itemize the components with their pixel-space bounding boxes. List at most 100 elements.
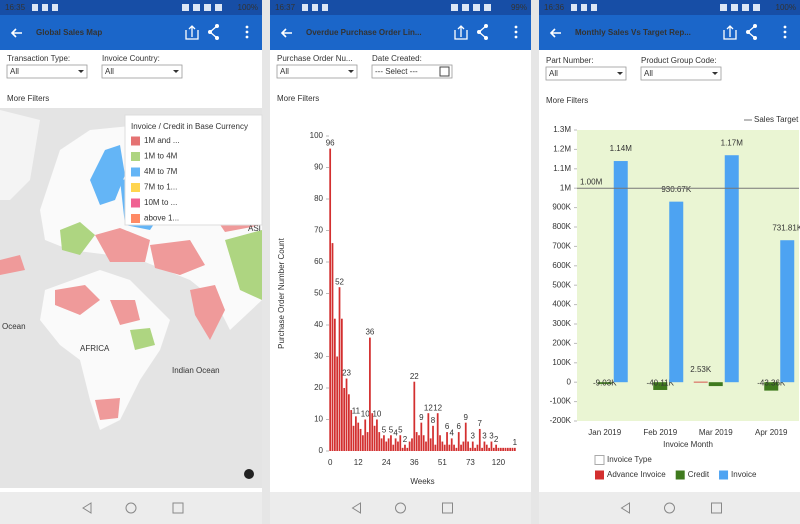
more-filters[interactable]: More Filters — [546, 96, 588, 105]
data-label: 4 — [449, 429, 454, 438]
nav-back[interactable] — [620, 502, 630, 514]
nav-recent[interactable] — [711, 502, 722, 514]
bar — [502, 447, 505, 451]
y-tick-label: 40 — [314, 320, 323, 329]
x-tick-label: 51 — [438, 458, 447, 467]
data-label: 1 — [513, 438, 518, 447]
bar — [340, 318, 343, 451]
export-icon[interactable] — [454, 25, 468, 40]
bar — [392, 444, 395, 451]
legend-checkbox[interactable] — [594, 455, 605, 465]
filter-box[interactable] — [6, 64, 88, 79]
legend-title: Invoice Type — [607, 455, 652, 464]
bar — [390, 435, 392, 451]
share-dot — [215, 24, 219, 28]
bar — [453, 444, 455, 451]
nav-home[interactable] — [125, 502, 137, 514]
nav-bar — [0, 492, 262, 524]
bar — [331, 243, 334, 451]
nav-bar — [539, 492, 800, 524]
status-icon — [753, 4, 760, 11]
y-tick-label: 30 — [314, 352, 323, 361]
bar — [443, 444, 446, 451]
menu-dot[interactable] — [245, 35, 249, 39]
y-tick-label: 600K — [552, 261, 571, 270]
bar — [460, 444, 462, 451]
data-label: 3 — [489, 432, 494, 441]
menu-dot[interactable] — [783, 30, 787, 34]
data-label: 8 — [431, 416, 436, 425]
more-filters[interactable]: More Filters — [7, 94, 49, 103]
legend-swatch[interactable] — [675, 470, 685, 480]
bar — [441, 441, 444, 451]
legend-swatch[interactable] — [595, 470, 604, 480]
data-label: 36 — [365, 328, 374, 337]
back-button[interactable] — [280, 28, 292, 38]
y-tick-label: 300K — [552, 319, 571, 328]
filter-box[interactable] — [276, 64, 358, 79]
bar — [469, 447, 472, 451]
status-icon — [302, 4, 308, 11]
map-legend — [124, 114, 263, 226]
bar — [708, 382, 723, 387]
nav-back[interactable] — [351, 502, 361, 514]
status-icon — [312, 4, 318, 11]
back-button[interactable] — [10, 28, 22, 38]
bar — [338, 287, 341, 451]
filter-value: All — [105, 67, 114, 76]
bar — [513, 447, 516, 451]
status-battery: 100% — [238, 3, 258, 12]
filter-box[interactable] — [545, 66, 627, 81]
nav-back[interactable] — [82, 502, 92, 514]
bar — [427, 413, 430, 451]
legend-swatch[interactable] — [719, 470, 729, 480]
menu-dot[interactable] — [514, 25, 518, 29]
bar — [429, 438, 432, 451]
bar — [471, 441, 474, 451]
data-label: 1.14M — [610, 144, 633, 153]
bar — [455, 447, 458, 451]
share-dot — [477, 30, 481, 34]
greenland — [0, 110, 40, 200]
export-icon[interactable] — [185, 25, 199, 40]
export-icon[interactable] — [723, 25, 737, 40]
nav-recent[interactable] — [172, 502, 184, 514]
filter-value: All — [644, 69, 653, 78]
bar — [467, 441, 469, 451]
legend-label: 4M to 7M — [144, 167, 178, 176]
bar — [780, 240, 795, 383]
filter-box[interactable] — [371, 64, 453, 79]
nav-home[interactable] — [395, 502, 406, 514]
nav-recent[interactable] — [442, 502, 453, 514]
more-filters[interactable]: More Filters — [277, 94, 319, 103]
menu-dot[interactable] — [514, 30, 518, 34]
filter-box[interactable] — [101, 64, 183, 79]
menu-dot[interactable] — [514, 35, 518, 39]
map-legend-title: Invoice / Credit in Base Currency — [131, 122, 248, 131]
nav-home[interactable] — [664, 502, 675, 514]
data-label: 12 — [424, 403, 433, 412]
data-label: 12 — [433, 403, 442, 412]
menu-dot[interactable] — [783, 25, 787, 29]
bar — [408, 441, 411, 451]
y-tick-label: 90 — [314, 163, 323, 172]
map-label: AFRICA — [80, 344, 110, 353]
data-label: 22 — [410, 372, 419, 381]
status-bar — [270, 0, 531, 15]
back-button[interactable] — [549, 28, 561, 38]
menu-dot[interactable] — [245, 30, 249, 34]
y-tick-label: 10 — [314, 415, 323, 424]
info-icon[interactable] — [244, 469, 254, 479]
status-icon — [204, 4, 211, 11]
status-icon — [581, 4, 587, 11]
data-label: 5 — [389, 425, 394, 434]
filter-box[interactable] — [640, 66, 722, 81]
data-label: 2 — [494, 435, 499, 444]
menu-dot[interactable] — [783, 35, 787, 39]
data-label: 23 — [342, 369, 351, 378]
bar — [387, 438, 390, 451]
menu-dot[interactable] — [245, 25, 249, 29]
calendar-icon[interactable] — [439, 66, 450, 77]
bar — [415, 432, 418, 451]
